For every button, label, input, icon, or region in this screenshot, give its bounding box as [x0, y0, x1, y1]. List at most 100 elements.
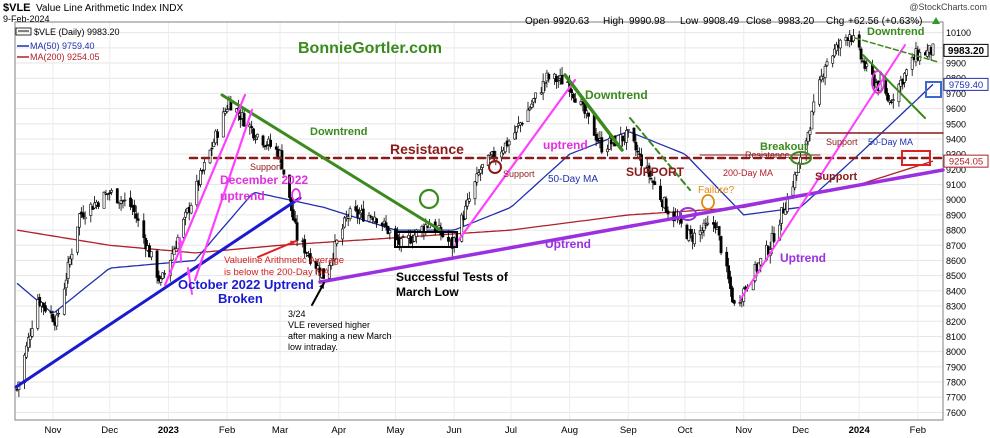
candle-body — [706, 222, 710, 225]
y-tick-label: 9600 — [946, 104, 966, 114]
candle-body — [401, 236, 405, 238]
candle-body — [93, 202, 96, 209]
candle-body — [25, 345, 28, 358]
downtrend-line-2 — [563, 73, 624, 152]
candle-body — [717, 226, 721, 236]
candle-body — [68, 258, 72, 265]
candle-body — [704, 224, 708, 226]
candle-body — [554, 75, 558, 82]
y-tick-label: 9700 — [946, 89, 966, 99]
support-label-2: Support — [503, 169, 535, 179]
uptrend-nov-label: Uptrend — [780, 251, 826, 265]
candle-body — [250, 126, 254, 129]
x-tick-label: Dec — [792, 425, 809, 436]
ohlc-close-label: Close — [746, 16, 772, 27]
candle-body — [148, 245, 151, 258]
breakout-circle-marker — [790, 151, 812, 165]
note-line-1: 3/24 — [288, 309, 306, 319]
candle-body — [291, 209, 295, 221]
candle-body — [888, 100, 891, 103]
candle-body — [212, 141, 216, 147]
candle-body — [195, 181, 199, 206]
stockcharts-watermark: @StockCharts.com — [909, 2, 987, 12]
candle-body — [477, 172, 481, 176]
red-arrow — [257, 240, 297, 258]
candle-body — [263, 145, 267, 148]
candle-body — [55, 314, 59, 327]
candle-body — [163, 273, 167, 275]
candle-body — [136, 218, 140, 221]
legend-swatch-price — [15, 27, 32, 36]
candle-body — [189, 205, 193, 214]
ticker-symbol: $VLE — [3, 2, 31, 14]
candle-body — [70, 253, 74, 260]
candle-body — [865, 63, 869, 67]
y-tick-label: 8000 — [946, 347, 966, 357]
site-label: BonnieGortler.com — [298, 40, 442, 57]
index-name: Value Line Arithmetic Index INDX — [36, 3, 183, 14]
candle-body — [664, 198, 668, 213]
candle-body — [327, 265, 331, 279]
candle-body — [49, 311, 53, 314]
candle-body — [367, 215, 371, 222]
jan-circle-marker — [871, 70, 885, 94]
candle-body — [23, 354, 26, 383]
candle-body — [687, 229, 691, 241]
x-tick-label: Feb — [910, 425, 926, 436]
candle-body — [375, 218, 378, 224]
candle-body — [818, 79, 821, 105]
candle-body — [123, 199, 127, 202]
downtrend-dashed-3 — [854, 37, 939, 63]
candle-body — [269, 139, 273, 147]
candle-body — [857, 34, 861, 48]
candle-body — [573, 98, 577, 103]
candle-body — [467, 198, 471, 202]
ohlc-open-value: 9920.63 — [553, 16, 590, 27]
failure-label: Failure? — [698, 185, 735, 196]
candle-body — [221, 111, 225, 138]
candle-body — [161, 272, 165, 279]
x-tick-label: May — [387, 425, 405, 436]
oct-uptrend-line — [14, 196, 302, 389]
candle-body — [640, 154, 643, 167]
legend-ma200: MA(200) 9254.05 — [30, 52, 100, 62]
x-tick-label: Feb — [219, 425, 235, 436]
candle-body — [51, 313, 55, 322]
candle-body — [783, 209, 787, 215]
y-tick-label: 9400 — [946, 134, 966, 144]
candle-body — [806, 132, 810, 142]
candle-body — [57, 312, 61, 315]
candle-body — [910, 56, 914, 70]
green-circle-marker — [418, 188, 440, 210]
candle-body — [606, 148, 609, 153]
support-label-4: Support — [826, 137, 858, 147]
candle-body — [592, 114, 596, 136]
candle-body — [308, 253, 312, 264]
candle-body — [838, 39, 842, 49]
jul-uptrend-line — [453, 78, 577, 247]
tests-label-1: Successful Tests of — [396, 270, 509, 284]
candle-body — [361, 208, 365, 222]
y-tick-label: 7900 — [946, 362, 966, 372]
candle-body — [119, 200, 123, 204]
candle-body — [28, 335, 32, 340]
candle-body — [570, 89, 573, 94]
candle-body — [713, 222, 717, 229]
candle-body — [106, 193, 110, 195]
candle-body — [585, 110, 589, 115]
candle-body — [252, 128, 255, 139]
y-tick-label: 7700 — [946, 393, 966, 403]
y-tick-label: 9100 — [946, 180, 966, 190]
candle-body — [399, 238, 403, 248]
candle-body — [225, 109, 229, 112]
ma200-price-tag — [943, 154, 989, 168]
candle-body — [534, 92, 537, 99]
candle-body — [479, 169, 483, 174]
main-uptrend-line — [318, 168, 945, 284]
red-circle-marker — [488, 160, 502, 174]
y-tick-label: 8500 — [946, 271, 966, 281]
price-tags: 9983.20 9759.40 9254.05 — [943, 43, 989, 168]
candle-body — [659, 185, 662, 201]
red-arrow-head — [290, 240, 296, 246]
